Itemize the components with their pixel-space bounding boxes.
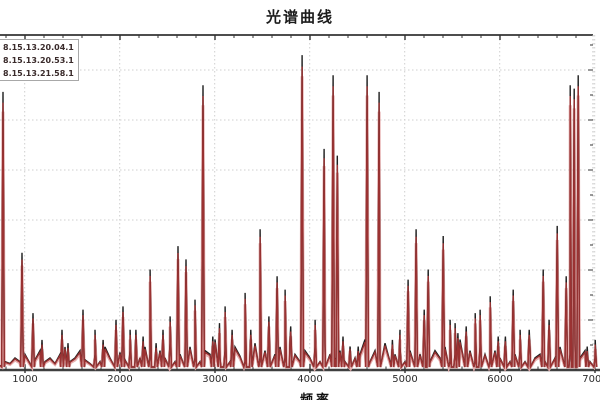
legend-entry: 8.15.13.20.04.1 — [3, 43, 74, 52]
x-tick-label: 6000 — [487, 374, 513, 385]
x-tick-label: 7000 — [582, 374, 600, 385]
x-tick-label: 2000 — [107, 374, 133, 385]
x-axis-title: 频率 — [300, 392, 333, 400]
legend-entry: 8.15.13.20.53.1 — [3, 56, 74, 65]
legend-box: 8.15.13.20.04.1 8.15.13.20.53.1 8.15.13.… — [0, 39, 79, 81]
x-tick-label: 4000 — [297, 374, 323, 385]
chart-title: 光谱曲线 — [265, 9, 334, 26]
series-red — [0, 66, 598, 370]
legend-entry: 8.15.13.21.58.1 — [3, 69, 74, 78]
x-tick-label: 3000 — [202, 374, 228, 385]
x-tick-label: 1000 — [12, 374, 38, 385]
x-tick-label: 5000 — [392, 374, 418, 385]
